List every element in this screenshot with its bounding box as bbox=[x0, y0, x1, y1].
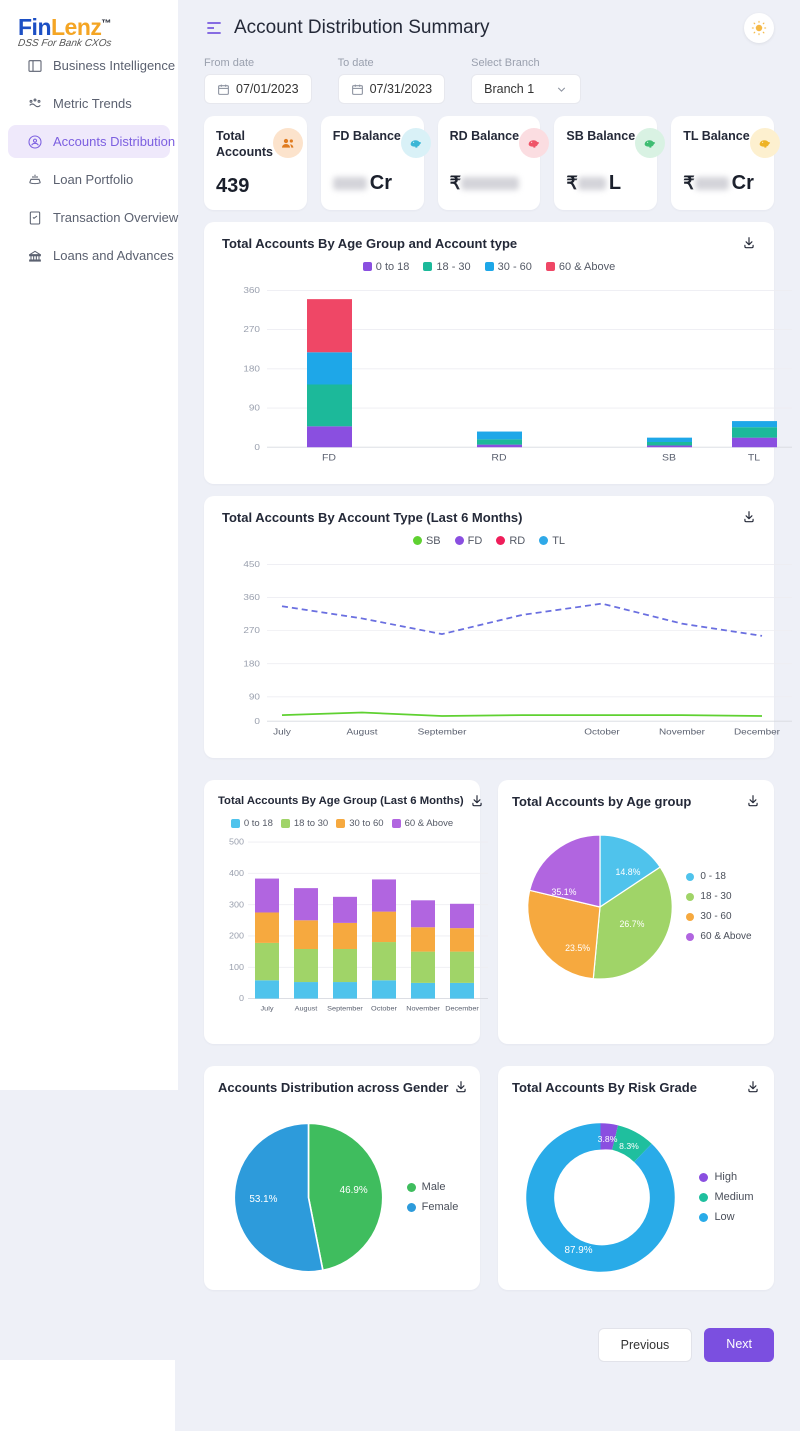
svg-text:360: 360 bbox=[243, 592, 260, 601]
svg-text:90: 90 bbox=[249, 692, 260, 701]
svg-text:14.8%: 14.8% bbox=[616, 867, 641, 877]
svg-text:September: September bbox=[418, 726, 467, 735]
svg-text:0: 0 bbox=[254, 442, 260, 451]
svg-text:3.8%: 3.8% bbox=[598, 1134, 618, 1144]
svg-text:July: July bbox=[273, 726, 291, 735]
svg-text:450: 450 bbox=[243, 559, 260, 568]
svg-text:300: 300 bbox=[229, 899, 244, 908]
svg-text:8.3%: 8.3% bbox=[620, 1140, 640, 1150]
svg-text:23.5%: 23.5% bbox=[566, 943, 591, 953]
svg-text:November: November bbox=[406, 1006, 440, 1012]
svg-text:July: July bbox=[261, 1006, 275, 1012]
svg-text:0: 0 bbox=[239, 993, 244, 1002]
svg-text:September: September bbox=[327, 1006, 363, 1012]
svg-text:500: 500 bbox=[229, 837, 244, 846]
svg-text:53.1%: 53.1% bbox=[249, 1193, 277, 1204]
svg-text:August: August bbox=[295, 1006, 318, 1012]
svg-text:October: October bbox=[371, 1006, 398, 1012]
svg-text:180: 180 bbox=[243, 658, 260, 667]
svg-text:TL: TL bbox=[748, 452, 761, 462]
svg-text:0: 0 bbox=[254, 716, 260, 725]
svg-text:RD: RD bbox=[491, 452, 506, 462]
svg-text:180: 180 bbox=[243, 364, 260, 373]
svg-text:35.1%: 35.1% bbox=[552, 887, 577, 897]
svg-text:SB: SB bbox=[662, 452, 676, 462]
svg-text:December: December bbox=[445, 1006, 479, 1012]
svg-text:46.9%: 46.9% bbox=[339, 1185, 367, 1196]
svg-text:360: 360 bbox=[243, 285, 260, 294]
svg-text:270: 270 bbox=[243, 324, 260, 333]
svg-text:FD: FD bbox=[322, 452, 336, 462]
svg-text:26.7%: 26.7% bbox=[620, 919, 645, 929]
svg-text:400: 400 bbox=[229, 868, 244, 877]
svg-text:100: 100 bbox=[229, 962, 244, 971]
svg-text:November: November bbox=[659, 726, 705, 735]
svg-text:200: 200 bbox=[229, 931, 244, 940]
svg-text:270: 270 bbox=[243, 625, 260, 634]
svg-text:90: 90 bbox=[249, 403, 260, 412]
svg-text:August: August bbox=[346, 726, 377, 735]
svg-text:87.9%: 87.9% bbox=[565, 1244, 593, 1255]
svg-text:October: October bbox=[584, 726, 620, 735]
svg-text:December: December bbox=[734, 726, 780, 735]
